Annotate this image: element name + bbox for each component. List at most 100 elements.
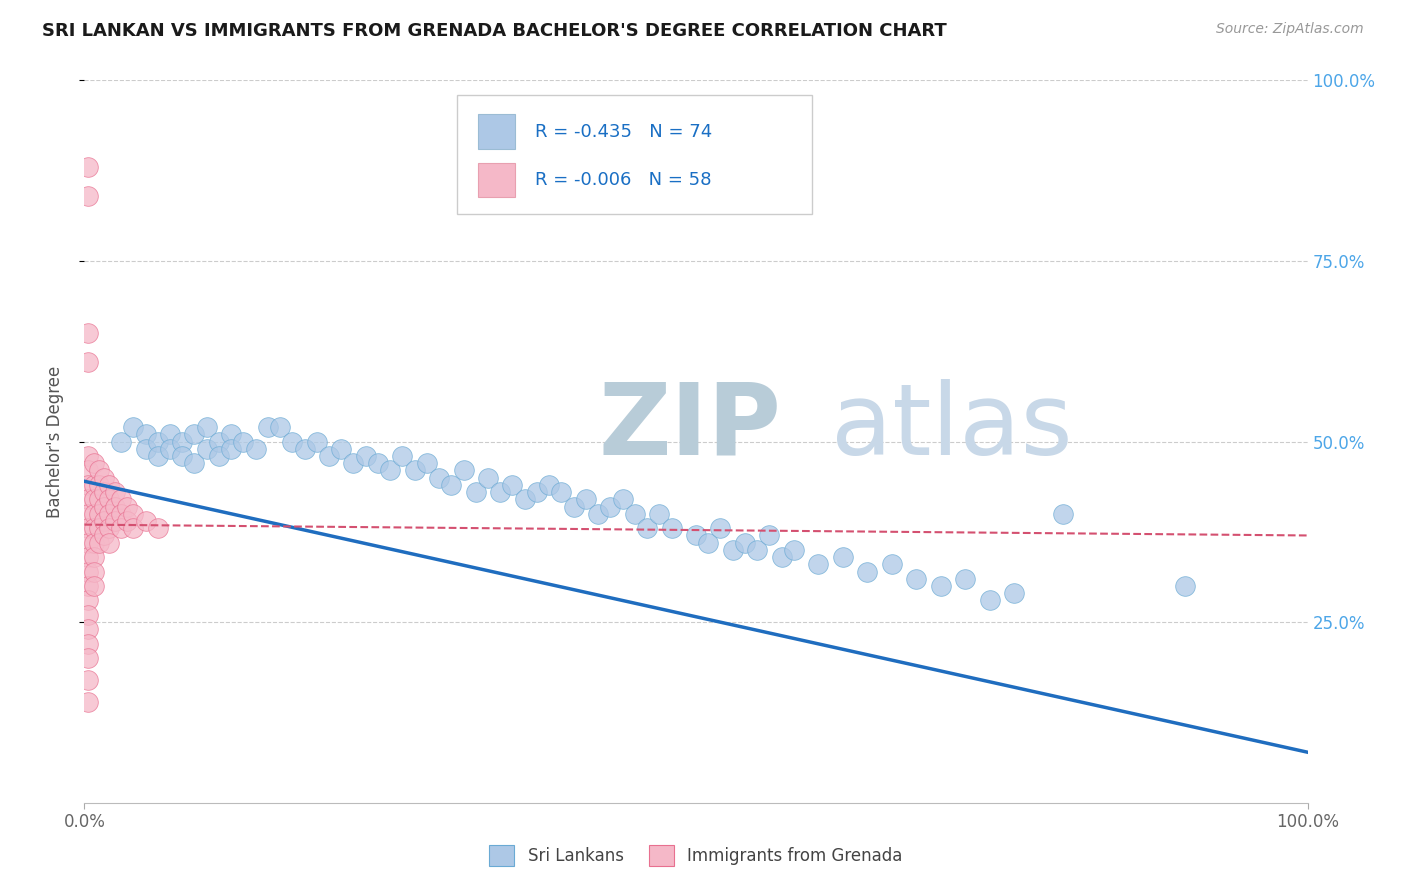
Point bbox=[97, 521, 120, 535]
Point bbox=[93, 514, 115, 528]
Point bbox=[195, 420, 218, 434]
Text: atlas: atlas bbox=[831, 378, 1073, 475]
Point bbox=[770, 550, 793, 565]
Point bbox=[77, 160, 100, 174]
Point bbox=[831, 550, 853, 565]
Point bbox=[391, 449, 413, 463]
Point bbox=[77, 673, 100, 687]
Point bbox=[709, 521, 731, 535]
Point bbox=[294, 442, 316, 456]
Point bbox=[77, 695, 100, 709]
Point bbox=[538, 478, 561, 492]
Point bbox=[758, 528, 780, 542]
Point bbox=[83, 507, 105, 521]
Point bbox=[734, 535, 756, 549]
Point bbox=[464, 485, 486, 500]
Point bbox=[83, 535, 105, 549]
Point bbox=[77, 593, 100, 607]
Point bbox=[77, 651, 100, 665]
Point bbox=[135, 514, 157, 528]
Point bbox=[953, 572, 976, 586]
Text: ZIP: ZIP bbox=[598, 378, 780, 475]
Point bbox=[87, 535, 110, 549]
Point bbox=[416, 456, 439, 470]
Point bbox=[83, 478, 105, 492]
Text: R = -0.006   N = 58: R = -0.006 N = 58 bbox=[534, 171, 711, 189]
Point bbox=[77, 507, 100, 521]
Point bbox=[599, 500, 621, 514]
Point bbox=[83, 492, 105, 507]
Point bbox=[77, 355, 100, 369]
Point bbox=[110, 492, 132, 507]
Point bbox=[83, 550, 105, 565]
Point bbox=[1052, 507, 1074, 521]
Point bbox=[502, 478, 524, 492]
Point bbox=[453, 463, 475, 477]
Point bbox=[979, 593, 1001, 607]
Point bbox=[367, 456, 389, 470]
Point bbox=[575, 492, 598, 507]
Point bbox=[77, 463, 100, 477]
Point bbox=[636, 521, 658, 535]
Point bbox=[135, 442, 157, 456]
Point bbox=[87, 507, 110, 521]
Point bbox=[97, 478, 120, 492]
Point bbox=[77, 607, 100, 622]
Point bbox=[929, 579, 952, 593]
Point bbox=[195, 442, 218, 456]
Point bbox=[586, 507, 609, 521]
Point bbox=[318, 449, 340, 463]
Point bbox=[97, 492, 120, 507]
Point bbox=[183, 427, 205, 442]
Point bbox=[697, 535, 720, 549]
Point bbox=[77, 492, 100, 507]
Point bbox=[104, 514, 127, 528]
Point bbox=[183, 456, 205, 470]
Point bbox=[77, 565, 100, 579]
Point bbox=[104, 485, 127, 500]
Point bbox=[77, 449, 100, 463]
Point bbox=[93, 500, 115, 514]
Text: SRI LANKAN VS IMMIGRANTS FROM GRENADA BACHELOR'S DEGREE CORRELATION CHART: SRI LANKAN VS IMMIGRANTS FROM GRENADA BA… bbox=[42, 22, 946, 40]
Point bbox=[87, 521, 110, 535]
Point bbox=[245, 442, 267, 456]
Point bbox=[477, 470, 499, 484]
Point bbox=[550, 485, 572, 500]
Point bbox=[87, 463, 110, 477]
Point bbox=[427, 470, 450, 484]
Point bbox=[219, 427, 242, 442]
Point bbox=[404, 463, 426, 477]
Point bbox=[1002, 586, 1025, 600]
Point bbox=[624, 507, 647, 521]
Point bbox=[93, 485, 115, 500]
Y-axis label: Bachelor's Degree: Bachelor's Degree bbox=[45, 366, 63, 517]
Point bbox=[783, 542, 806, 557]
Point bbox=[122, 521, 145, 535]
Point bbox=[83, 521, 105, 535]
Point bbox=[747, 542, 769, 557]
Point bbox=[513, 492, 536, 507]
Point bbox=[135, 427, 157, 442]
Point bbox=[526, 485, 548, 500]
Point bbox=[159, 427, 181, 442]
Point bbox=[380, 463, 402, 477]
Point bbox=[330, 442, 353, 456]
Point bbox=[87, 492, 110, 507]
Point bbox=[661, 521, 683, 535]
Point bbox=[208, 434, 231, 449]
Point bbox=[77, 326, 100, 340]
Point bbox=[77, 189, 100, 203]
Point bbox=[97, 535, 120, 549]
Point bbox=[440, 478, 463, 492]
Point bbox=[146, 449, 169, 463]
Point bbox=[87, 478, 110, 492]
Point bbox=[110, 507, 132, 521]
Point bbox=[685, 528, 707, 542]
Point bbox=[880, 558, 903, 572]
Point bbox=[77, 579, 100, 593]
Point bbox=[110, 521, 132, 535]
Point bbox=[122, 507, 145, 521]
Point bbox=[562, 500, 585, 514]
Point bbox=[115, 500, 138, 514]
FancyBboxPatch shape bbox=[457, 95, 813, 214]
